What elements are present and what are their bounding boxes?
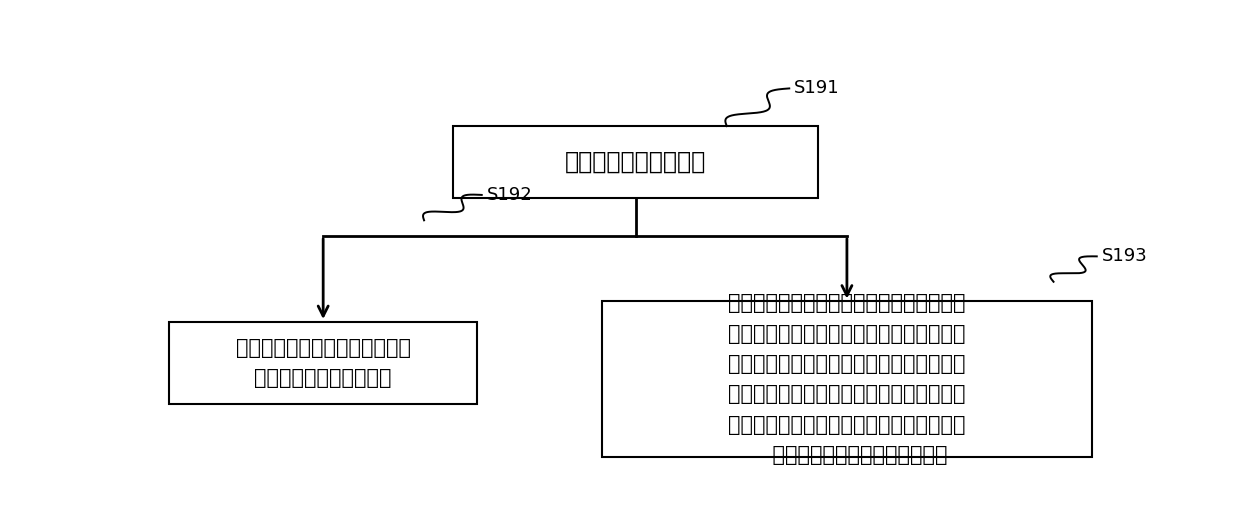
Text: S192: S192 bbox=[486, 186, 532, 204]
Bar bbox=[453, 126, 818, 198]
Text: 若是，则重新确定经过减小调整后的巡航需
求扭矩，且在减小过程中，将不断变化的巡
航需求扭矩和蠕行扭矩中的较大值作为低速
巡航扭矩，将所述低速巡航扭矩反馈至变速
: 若是，则重新确定经过减小调整后的巡航需 求扭矩，且在减小过程中，将不断变化的巡 … bbox=[728, 293, 966, 466]
Text: S191: S191 bbox=[794, 79, 839, 97]
Text: 若否，则重新确定经过增大调整
后的巡航需求扭矩并输出: 若否，则重新确定经过增大调整 后的巡航需求扭矩并输出 bbox=[236, 338, 410, 388]
Text: 判断当前车辆是否起步: 判断当前车辆是否起步 bbox=[565, 150, 706, 174]
Text: S193: S193 bbox=[1101, 247, 1147, 265]
Bar bbox=[601, 302, 1092, 457]
Bar bbox=[170, 322, 477, 404]
